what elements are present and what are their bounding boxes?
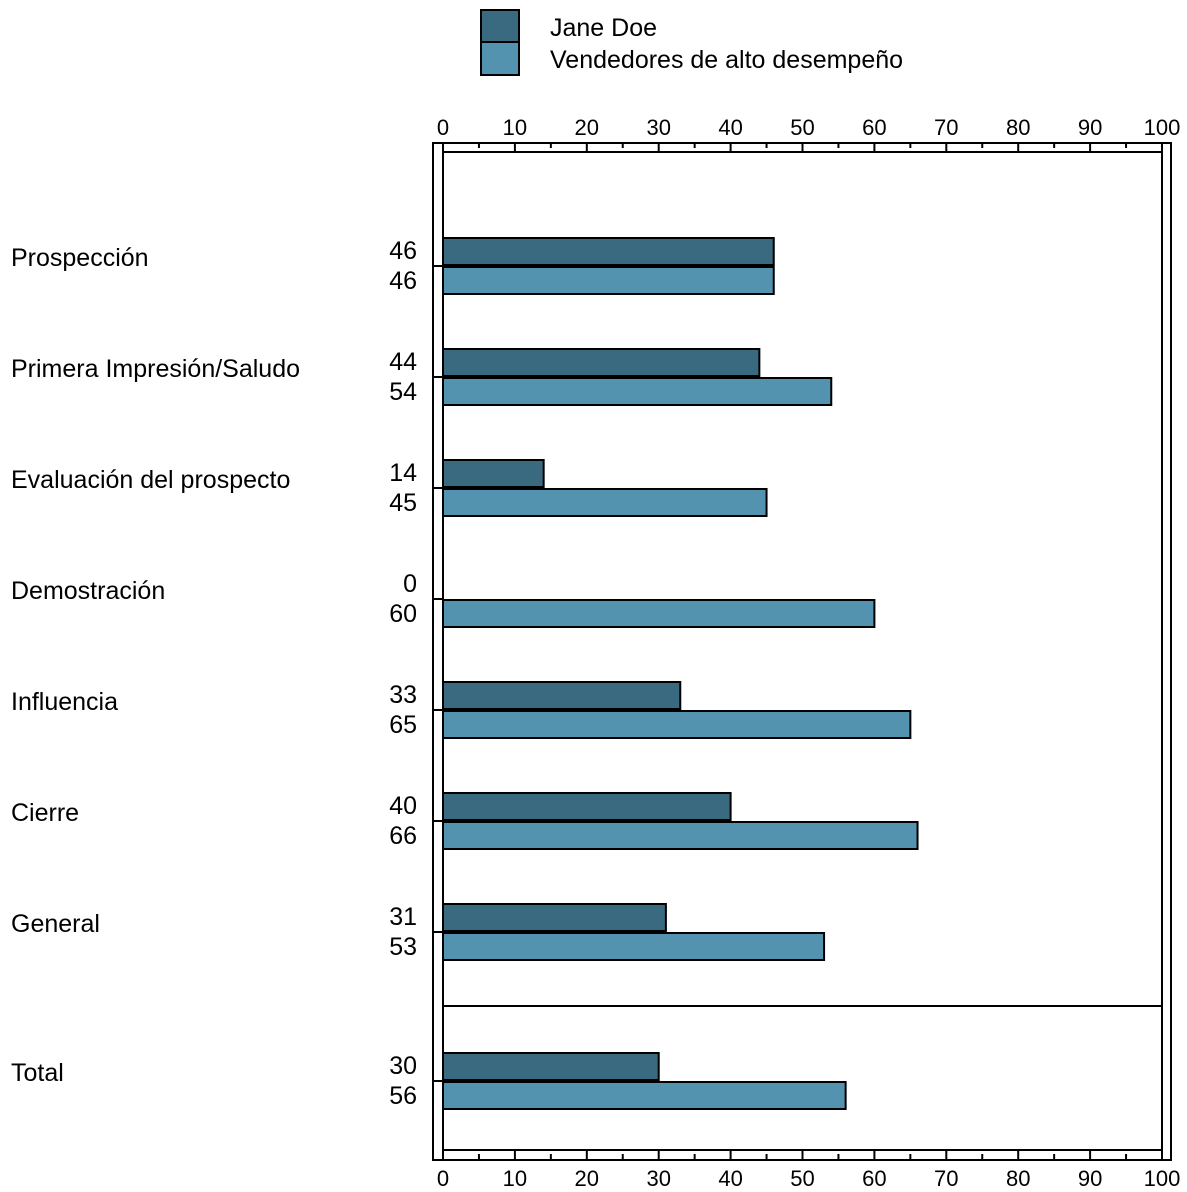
category-label: Prospección: [11, 244, 149, 272]
legend-label-2: Vendedores de alto desempeño: [550, 46, 903, 74]
value-label-jane-doe: 14: [389, 459, 417, 487]
bar-alto-desempeno: [442, 266, 775, 295]
legend-swatch-2: [480, 41, 520, 76]
value-label-jane-doe: 46: [389, 237, 417, 265]
value-label-alto-desempeno: 54: [389, 378, 417, 406]
category-label: Evaluación del prospecto: [11, 466, 290, 494]
bar-alto-desempeno: [442, 488, 768, 517]
top-tick-label: 40: [718, 115, 742, 140]
bottom-tick-label: 100: [1144, 1166, 1181, 1191]
value-label-jane-doe: 33: [389, 681, 417, 709]
bar-alto-desempeno: [442, 1081, 847, 1110]
bar-jane-doe: [442, 903, 667, 932]
bar-jane-doe: [442, 237, 775, 266]
bar-alto-desempeno: [442, 377, 833, 406]
bar-jane-doe: [442, 1052, 660, 1081]
legend-swatch-1: [480, 9, 520, 44]
value-label-jane-doe: 40: [389, 792, 417, 820]
top-tick-label: 50: [790, 115, 814, 140]
value-label-alto-desempeno: 45: [389, 489, 417, 517]
value-label-alto-desempeno: 66: [389, 822, 417, 850]
bar-jane-doe: [442, 348, 761, 377]
bottom-tick-label: 40: [718, 1166, 742, 1191]
bar-jane-doe: [442, 459, 545, 488]
value-label-alto-desempeno: 56: [389, 1082, 417, 1110]
category-label: General: [11, 910, 100, 938]
top-tick-label: 30: [646, 115, 670, 140]
bar-alto-desempeno: [442, 599, 876, 628]
bar-alto-desempeno: [442, 710, 912, 739]
bottom-tick-label: 50: [790, 1166, 814, 1191]
bottom-tick-label: 70: [934, 1166, 958, 1191]
top-tick-label: 90: [1078, 115, 1102, 140]
value-label-jane-doe: 0: [403, 570, 417, 598]
top-tick-label: 20: [575, 115, 599, 140]
category-label: Cierre: [11, 799, 79, 827]
bottom-tick-label: 90: [1078, 1166, 1102, 1191]
top-tick-label: 10: [503, 115, 527, 140]
value-label-alto-desempeno: 46: [389, 267, 417, 295]
legend-label-1: Jane Doe: [550, 14, 657, 42]
category-label: Demostración: [11, 577, 165, 605]
plot-inner-frame: [442, 151, 1163, 1151]
bottom-tick-label: 30: [646, 1166, 670, 1191]
value-label-alto-desempeno: 65: [389, 711, 417, 739]
bar-alto-desempeno: [442, 821, 919, 850]
bar-jane-doe: [442, 792, 732, 821]
value-label-jane-doe: 30: [389, 1052, 417, 1080]
bottom-tick-label: 80: [1006, 1166, 1030, 1191]
bar-jane-doe: [442, 681, 682, 710]
value-label-alto-desempeno: 53: [389, 933, 417, 961]
plot-outer-frame: [432, 142, 1172, 1161]
bottom-tick-label: 60: [862, 1166, 886, 1191]
category-label: Total: [11, 1059, 64, 1087]
bottom-tick-label: 20: [575, 1166, 599, 1191]
bottom-tick-label: 10: [503, 1166, 527, 1191]
bottom-tick-label: 0: [437, 1166, 449, 1191]
value-label-alto-desempeno: 60: [389, 600, 417, 628]
value-label-jane-doe: 31: [389, 903, 417, 931]
category-label: Primera Impresión/Saludo: [11, 355, 300, 383]
top-tick-label: 70: [934, 115, 958, 140]
value-label-jane-doe: 44: [389, 348, 417, 376]
top-tick-label: 60: [862, 115, 886, 140]
top-tick-label: 0: [437, 115, 449, 140]
top-tick-label: 100: [1144, 115, 1181, 140]
bar-alto-desempeno: [442, 932, 826, 961]
category-label: Influencia: [11, 688, 118, 716]
top-tick-label: 80: [1006, 115, 1030, 140]
